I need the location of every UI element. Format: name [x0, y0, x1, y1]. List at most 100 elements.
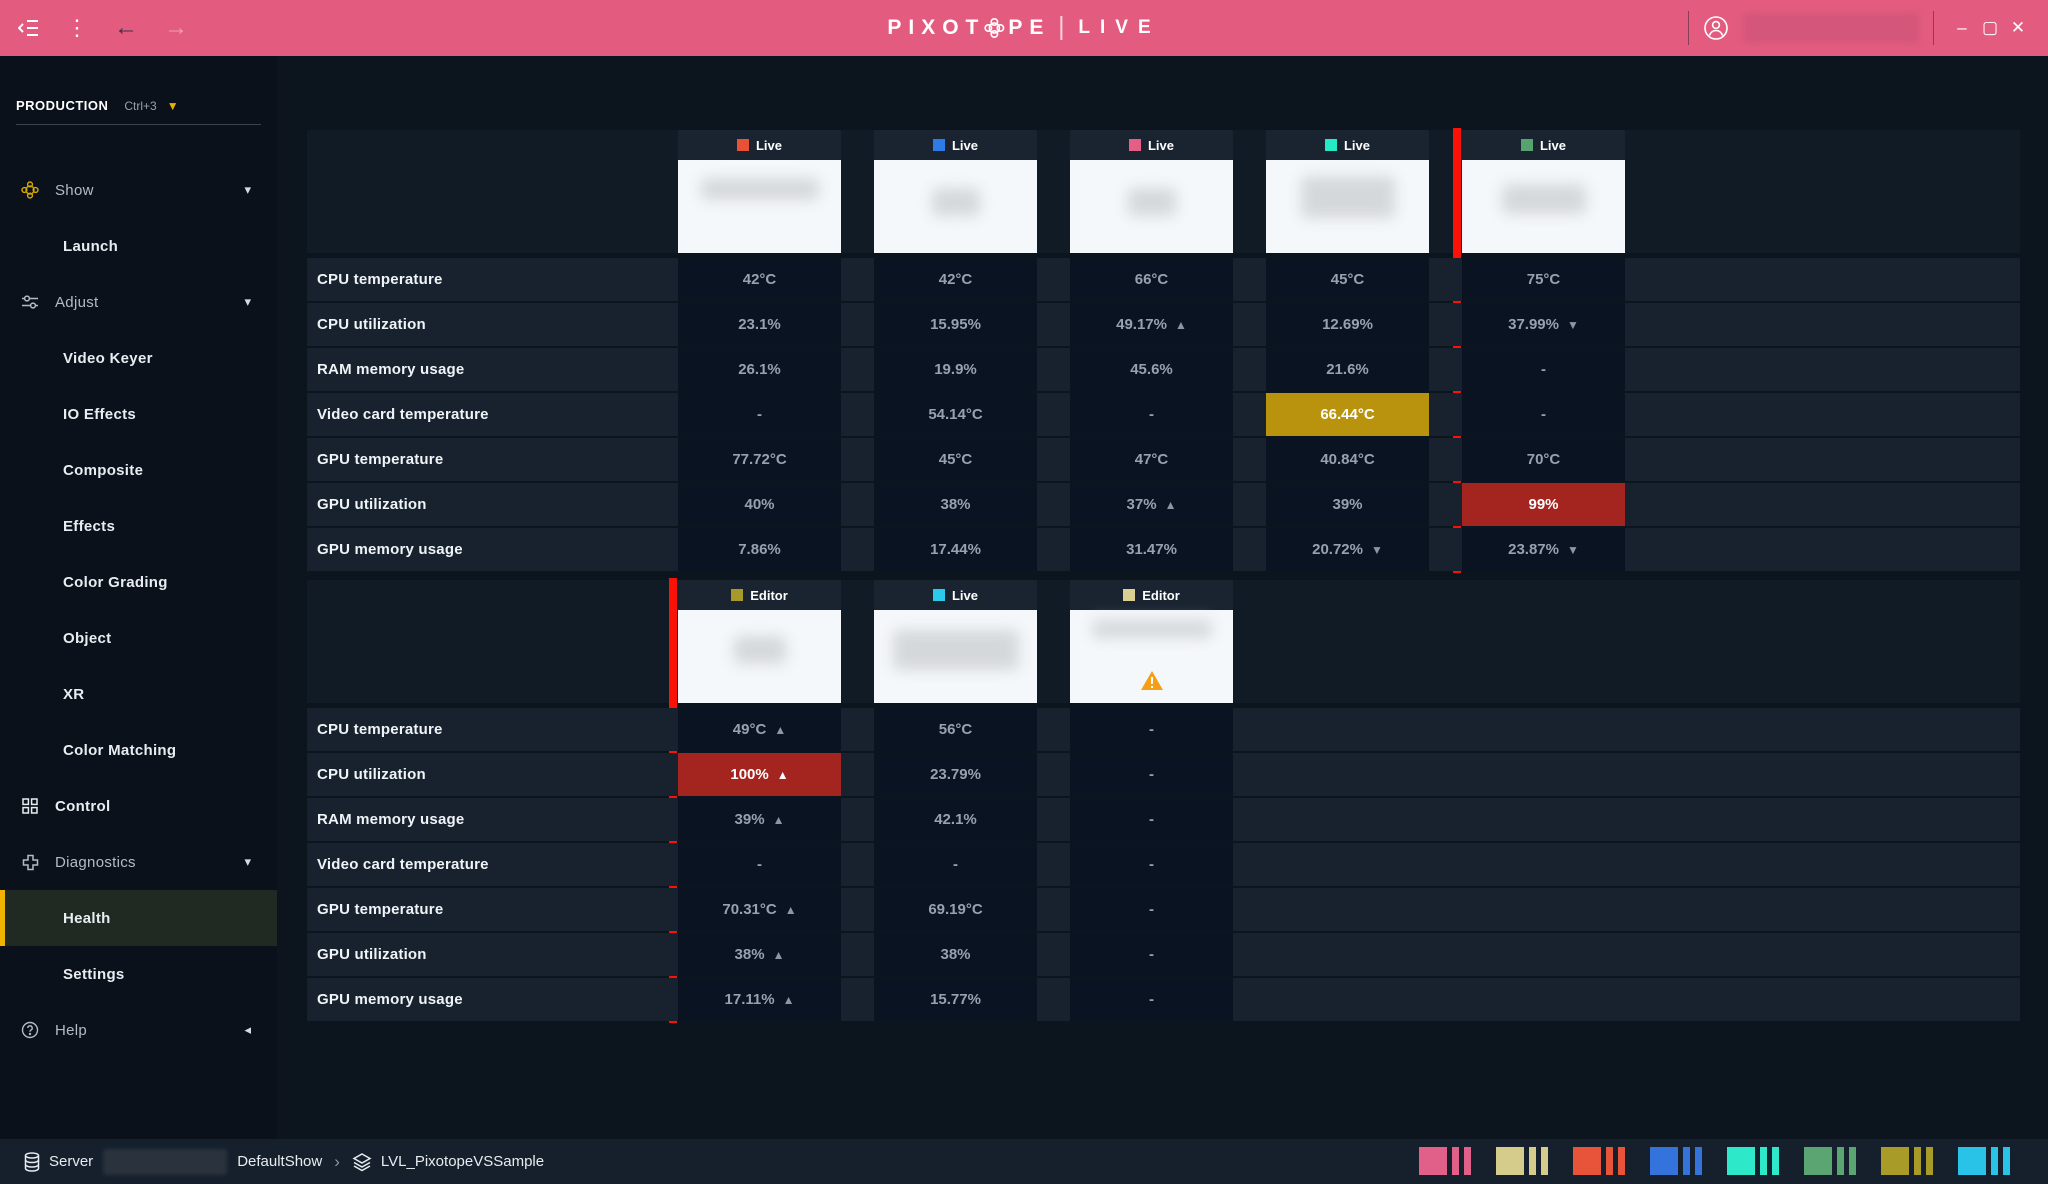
sidebar-item-video-keyer[interactable]: Video Keyer [0, 330, 277, 386]
metric-value-cell: 20.72% ▼ [1266, 528, 1429, 571]
sidebar-item-diagnostics[interactable]: Diagnostics ▾ [0, 834, 277, 890]
machine-name-redacted [1127, 188, 1176, 216]
server-label: Server [49, 1153, 94, 1170]
metric-value-cell: 39% [1266, 483, 1429, 526]
machine-indicator-block [1849, 1147, 1856, 1175]
machine-indicator-block [1727, 1147, 1755, 1175]
metric-value-cell: - [1070, 978, 1233, 1021]
machine-card[interactable] [1266, 160, 1429, 253]
metric-value: 75°C [1526, 271, 1561, 288]
machine-card[interactable] [1070, 610, 1233, 703]
metric-value-cell: - [678, 843, 841, 886]
breadcrumb-show[interactable]: DefaultShow [237, 1153, 323, 1170]
minimize-button[interactable]: – [1948, 18, 1976, 38]
sidebar-item-label: Control [55, 797, 111, 815]
sidebar-item-label: Launch [63, 237, 119, 255]
machine-status-badge: Editor [1070, 580, 1233, 610]
show-icon [20, 181, 40, 199]
machine-status-blocks [1419, 1147, 2010, 1175]
metric-value: 70°C [1526, 451, 1561, 468]
metric-value: 12.69% [1322, 316, 1373, 333]
sidebar-item-composite[interactable]: Composite [0, 442, 277, 498]
statusbar: Server DefaultShow › LVL_PixotopeVSSampl… [0, 1139, 2048, 1184]
metric-value: 45.6% [1130, 361, 1173, 378]
account-name-redacted[interactable] [1743, 13, 1919, 43]
sidebar-item-object[interactable]: Object [0, 610, 277, 666]
machine-status-badge: Live [1462, 130, 1625, 160]
metric-label: GPU utilization [317, 946, 427, 963]
forward-icon[interactable]: → [164, 14, 188, 41]
machine-name-redacted [700, 178, 819, 200]
machine-card[interactable] [874, 610, 1037, 703]
sidebar-item-launch[interactable]: Launch [0, 218, 277, 274]
metric-value-cell: 45°C [874, 438, 1037, 481]
metric-value: 45°C [938, 451, 973, 468]
sidebar-item-xr[interactable]: XR [0, 666, 277, 722]
sidebar-item-health[interactable]: Health [0, 890, 277, 946]
breadcrumb-level[interactable]: LVL_PixotopeVSSample [380, 1153, 545, 1170]
metric-value: 42°C [938, 271, 973, 288]
metric-label: Video card temperature [317, 856, 489, 873]
machine-card[interactable] [874, 160, 1037, 253]
machine-indicator-block [1914, 1147, 1921, 1175]
sidebar-item-settings[interactable]: Settings [0, 946, 277, 1002]
chevron-down-icon: ▾ [244, 294, 251, 309]
workspace-selector[interactable]: PRODUCTION Ctrl+3 ▼ [16, 95, 261, 125]
machine-indicator-block [1804, 1147, 1832, 1175]
machine-card[interactable] [1462, 160, 1625, 253]
machine-status-label: Live [755, 137, 782, 153]
machine-indicator-block [1452, 1147, 1459, 1175]
sidebar-item-help[interactable]: Help ◂ [0, 1002, 277, 1058]
back-icon[interactable]: ← [114, 14, 138, 41]
machine-color-swatch [736, 139, 749, 151]
metric-label: RAM memory usage [317, 361, 465, 378]
metric-value: 15.95% [930, 316, 981, 333]
metric-value: - [1149, 856, 1154, 873]
account-icon[interactable] [1703, 15, 1729, 41]
collapse-sidebar-icon[interactable] [18, 19, 40, 37]
metric-value-cell: 42°C [678, 258, 841, 301]
brand-prefix: PIXOT [887, 16, 986, 39]
sidebar-item-label: Video Keyer [63, 349, 153, 367]
metric-value-cell: 7.86% [678, 528, 841, 571]
sidebar-item-color-matching[interactable]: Color Matching [0, 722, 277, 778]
sidebar-item-show[interactable]: Show ▾ [0, 162, 277, 218]
metric-label: GPU memory usage [317, 541, 463, 558]
close-button[interactable]: ✕ [2004, 18, 2032, 38]
machine-indicator-group [1650, 1147, 1702, 1175]
health-table-group-1: Live Live Live Live Live CPU temperature 42°C 4… [307, 128, 2020, 573]
sidebar-item-label: Object [63, 629, 112, 647]
machine-name-redacted [1300, 176, 1395, 218]
machine-indicator-group [1573, 1147, 1625, 1175]
machine-name-redacted [1501, 184, 1586, 214]
metric-value-cell: 40.84°C [1266, 438, 1429, 481]
pixotope-knot-icon [984, 17, 1005, 39]
sidebar-nav: Show ▾ Launch Adjust ▾ Video Keyer IO Effects C… [0, 162, 277, 1058]
metric-label: RAM memory usage [317, 811, 465, 828]
machine-card[interactable] [678, 610, 841, 703]
kebab-menu-icon[interactable]: ⋮ [66, 15, 88, 40]
metric-value-cell: 26.1% [678, 348, 841, 391]
metric-value-cell: 31.47% [1070, 528, 1233, 571]
machine-color-swatch [1123, 589, 1136, 601]
machine-indicator-block [1881, 1147, 1909, 1175]
sidebar-item-label: Composite [63, 461, 144, 479]
sidebar-item-effects[interactable]: Effects [0, 498, 277, 554]
sidebar-item-control[interactable]: Control [0, 778, 277, 834]
metric-value-cell: 38% [874, 483, 1037, 526]
machine-card[interactable] [1070, 160, 1233, 253]
metric-value-cell: - [1462, 348, 1625, 391]
help-icon [20, 1021, 40, 1039]
metric-label: CPU utilization [317, 766, 426, 783]
sidebar-item-color-grading[interactable]: Color Grading [0, 554, 277, 610]
metric-value-cell: 45°C [1266, 258, 1429, 301]
metric-value-cell: - [874, 843, 1037, 886]
sidebar-item-io-effects[interactable]: IO Effects [0, 386, 277, 442]
metric-value-cell: 40% [678, 483, 841, 526]
machine-card[interactable] [678, 160, 841, 253]
sidebar-item-adjust[interactable]: Adjust ▾ [0, 274, 277, 330]
maximize-button[interactable]: ▢ [1976, 18, 2004, 38]
metric-label: CPU utilization [317, 316, 426, 333]
metric-value-cell: 42°C [874, 258, 1037, 301]
sidebar-item-label: Color Matching [63, 741, 177, 759]
